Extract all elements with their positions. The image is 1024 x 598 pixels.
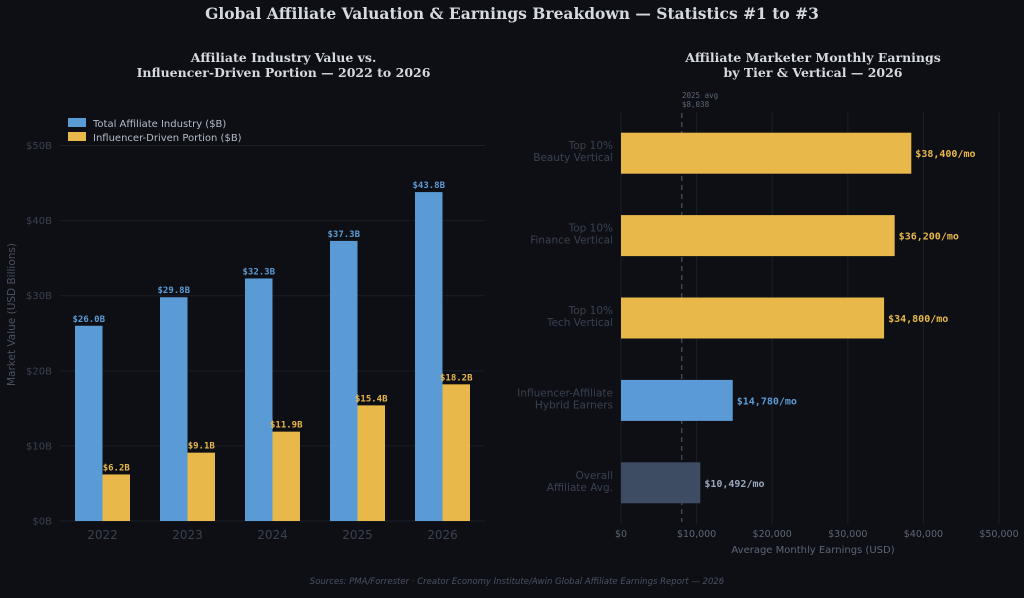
right-bar-5: [621, 462, 701, 504]
right-xtick-label: $20,000: [753, 529, 792, 540]
left-chart: Affiliate Industry Value vs.Influencer-D…: [6, 50, 485, 542]
right-xtick-label: $40,000: [904, 529, 943, 540]
left-bar-value-label: $43.8B: [412, 181, 445, 191]
legend-label-1: Total Affiliate Industry ($B): [92, 119, 226, 130]
right-xtick-label: $50,000: [979, 529, 1018, 540]
right-category-label-line: Tech Vertical: [546, 317, 613, 329]
left-bar-total-2022: [75, 325, 103, 521]
right-category-label-line: Top 10%: [568, 140, 613, 152]
left-chart-title-line-2: Influencer-Driven Portion — 2022 to 2026: [137, 65, 431, 80]
right-category-label-line: Finance Vertical: [530, 235, 613, 247]
left-ytick-label: $0B: [32, 517, 52, 528]
left-bar-influencer-2026: [442, 384, 470, 521]
left-xtick-label: 2024: [257, 528, 288, 542]
left-bar-influencer-2022: [102, 474, 130, 521]
right-category-label-line: Top 10%: [568, 305, 613, 317]
right-category-label-line: Hybrid Earners: [535, 399, 613, 411]
right-xtick-label: $0: [615, 529, 627, 540]
right-bar-4: [621, 379, 733, 421]
left-ytick-label: $40B: [26, 216, 52, 227]
left-ytick-label: $10B: [26, 441, 52, 452]
right-xtick-label: $10,000: [677, 529, 716, 540]
left-bar-value-label: $37.3B: [327, 230, 360, 240]
reference-line-label-line-1: 2025 avg: [682, 91, 718, 100]
right-x-axis-label: Average Monthly Earnings (USD): [731, 545, 894, 556]
left-bar-value-label: $29.8B: [157, 286, 190, 296]
right-xtick-label: $30,000: [828, 529, 867, 540]
left-xtick-label: 2023: [172, 528, 203, 542]
legend-swatch-2: [68, 132, 86, 141]
left-bar-total-2024: [245, 278, 273, 521]
left-ytick-label: $50B: [26, 141, 52, 152]
legend-swatch-1: [68, 118, 86, 127]
left-bar-value-label: $18.2B: [440, 373, 473, 383]
left-ytick-label: $20B: [26, 366, 52, 377]
left-bar-influencer-2025: [357, 405, 385, 521]
right-bar-2: [621, 215, 895, 257]
legend-label-2: Influencer-Driven Portion ($B): [93, 133, 242, 144]
left-bar-value-label: $6.2B: [103, 463, 131, 473]
figure-title: Global Affiliate Valuation & Earnings Br…: [205, 4, 819, 23]
right-bar-value-label: $38,400/mo: [915, 149, 975, 160]
left-chart-title-line-1: Affiliate Industry Value vs.: [190, 50, 377, 65]
left-bar-value-label: $15.4B: [355, 394, 388, 404]
left-xtick-label: 2022: [87, 528, 118, 542]
right-chart-title-line-1: Affiliate Marketer Monthly Earnings: [684, 50, 941, 65]
right-bar-value-label: $36,200/mo: [899, 232, 959, 243]
right-bar-3: [621, 297, 885, 339]
left-bar-total-2025: [330, 240, 358, 522]
left-ytick-label: $30B: [26, 291, 52, 302]
left-bar-value-label: $9.1B: [188, 442, 216, 452]
right-chart-title-line-2: by Tier & Vertical — 2026: [724, 65, 903, 80]
left-bar-total-2026: [415, 192, 443, 522]
source-note: Sources: PMA/Forrester · Creator Economy…: [310, 577, 725, 587]
right-bar-value-label: $10,492/mo: [704, 479, 764, 490]
right-bar-value-label: $14,780/mo: [737, 396, 797, 407]
right-bar-value-label: $34,800/mo: [888, 314, 948, 325]
left-bar-value-label: $32.3B: [242, 267, 275, 277]
left-xtick-label: 2026: [427, 528, 458, 542]
left-bar-value-label: $26.0B: [72, 315, 105, 325]
right-category-label-line: Influencer-Affiliate: [517, 387, 613, 399]
reference-line-label-line-2: $8,038: [682, 100, 710, 109]
left-bar-value-label: $11.9B: [270, 421, 303, 431]
right-bar-1: [621, 132, 912, 174]
left-bar-influencer-2023: [187, 452, 215, 521]
left-bar-total-2023: [160, 297, 188, 521]
right-category-label-line: Overall: [575, 470, 613, 482]
left-xtick-label: 2025: [342, 528, 373, 542]
right-category-label-line: Top 10%: [568, 223, 613, 235]
right-category-label-line: Beauty Vertical: [533, 152, 613, 164]
left-bar-influencer-2024: [272, 431, 300, 521]
left-y-axis-label: Market Value (USD Billions): [6, 243, 18, 386]
right-category-label-line: Affiliate Avg.: [547, 482, 613, 494]
